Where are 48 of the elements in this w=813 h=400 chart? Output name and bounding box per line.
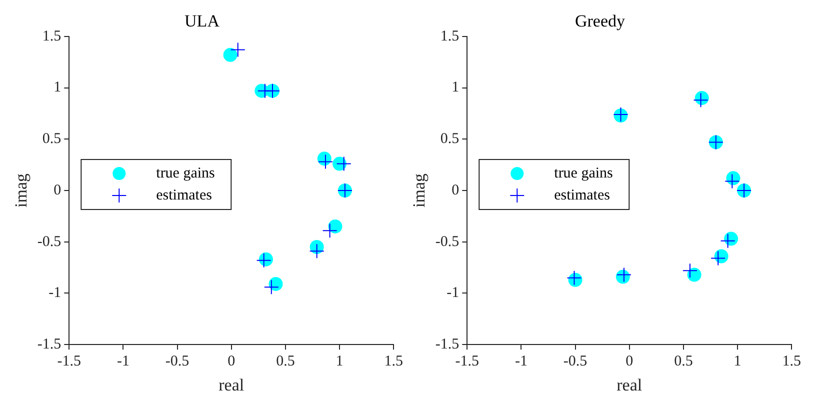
x-tick-label: 1	[336, 354, 344, 370]
x-tick-label: -0.5	[165, 354, 190, 370]
x-tick-label: 1	[734, 354, 742, 370]
point	[230, 42, 246, 58]
x-tick-label: 0	[626, 354, 634, 370]
y-tick-label: -0.5	[435, 234, 460, 250]
point	[682, 263, 698, 278]
point	[724, 174, 740, 189]
y-tick-label: -1.5	[37, 336, 62, 353]
y-tick-label: 0	[54, 182, 62, 198]
point	[720, 233, 736, 248]
point	[223, 48, 238, 62]
y-tick-label: -1.5	[435, 336, 460, 353]
y-axis-title: imag	[12, 173, 31, 208]
point	[318, 154, 333, 170]
x-tick-label: 0	[228, 354, 236, 370]
y-tick-label: -1	[48, 285, 62, 302]
legend-label: estimates	[554, 187, 610, 204]
y-tick-label: 1	[452, 80, 460, 96]
x-tick-label: -0.5	[563, 354, 588, 370]
x-tick-label: 0.5	[276, 354, 295, 370]
legend-label: true gains	[554, 165, 614, 182]
chart-title: ULA	[184, 12, 220, 31]
y-axis-title: imag	[410, 173, 429, 208]
point	[616, 267, 632, 282]
chart-title: Greedy	[574, 12, 626, 31]
point	[322, 223, 338, 238]
point	[309, 244, 324, 259]
x-tick-label: -1	[116, 354, 130, 370]
x-axis-title: real	[616, 375, 642, 394]
point	[710, 250, 726, 266]
y-tick-label: -0.5	[37, 234, 62, 250]
x-tick-label: 1.5	[384, 354, 403, 370]
y-tick-label: -1	[446, 285, 460, 302]
y-tick-label: 1	[54, 80, 62, 96]
y-tick-label: 1.5	[440, 28, 460, 44]
x-axis-title: real	[218, 375, 244, 394]
legend-label: true gains	[156, 165, 216, 182]
x-tick-label: -1	[514, 354, 528, 370]
x-tick-label: 1.5	[782, 354, 801, 370]
y-tick-label: 0	[452, 182, 460, 198]
legend-label: estimates	[156, 187, 212, 204]
y-tick-label: 1.5	[42, 28, 62, 44]
point	[336, 156, 352, 172]
point	[264, 280, 279, 295]
y-tick-label: 0.5	[42, 131, 62, 148]
y-tick-label: 0.5	[440, 131, 460, 148]
x-tick-label: 0.5	[674, 354, 693, 370]
